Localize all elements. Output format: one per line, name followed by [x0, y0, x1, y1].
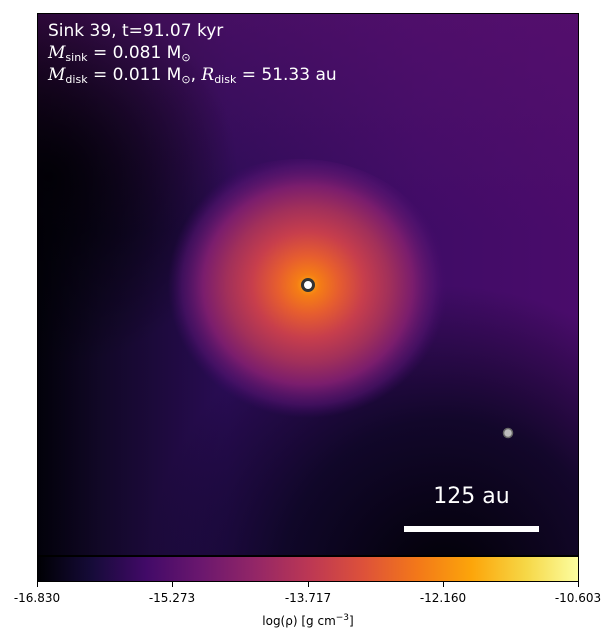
- scale-bar: [404, 526, 539, 532]
- colorbar-tick: [578, 582, 579, 587]
- primary-sink-marker: [301, 278, 315, 292]
- density-map: Sink 39, t=91.07 kyr Msink = 0.081 M⊙ Md…: [37, 13, 579, 556]
- colorbar-tick-label: -10.603: [554, 591, 602, 605]
- density-image: [38, 14, 578, 555]
- colorbar-tick-label: -12.160: [419, 591, 467, 605]
- scale-bar-label: 125 au: [433, 484, 510, 509]
- colorbar: [37, 556, 579, 582]
- colorbar-tick-label: -13.717: [284, 591, 332, 605]
- colorbar-label: log(ρ) [g cm−3]: [262, 613, 354, 628]
- colorbar-tick: [443, 582, 444, 587]
- secondary-sink-marker: [502, 427, 514, 439]
- sink-time-label: Sink 39, t=91.07 kyr: [48, 21, 224, 41]
- sink-mass-label: Msink = 0.081 M⊙: [48, 43, 191, 64]
- colorbar-tick: [308, 582, 309, 587]
- colorbar-tick-label: -15.273: [148, 591, 196, 605]
- colorbar-tick-label: -16.830: [13, 591, 61, 605]
- disk-properties-label: Mdisk = 0.011 M⊙, Rdisk = 51.33 au: [48, 65, 337, 86]
- colorbar-tick: [172, 582, 173, 587]
- colorbar-tick: [37, 582, 38, 587]
